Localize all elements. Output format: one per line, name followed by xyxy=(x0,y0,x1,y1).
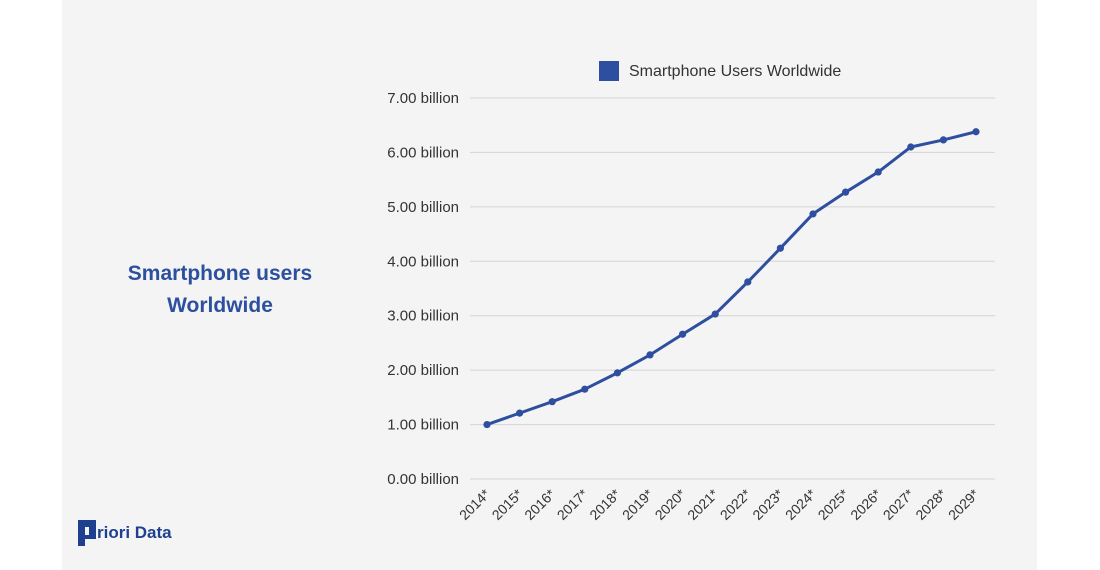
p-letter-logo-icon xyxy=(78,520,96,546)
logo-text: riori Data xyxy=(97,523,172,542)
x-tick-label: 2019* xyxy=(619,485,657,523)
y-tick-label: 5.00 billion xyxy=(387,199,459,216)
y-tick-label: 0.00 billion xyxy=(387,471,459,488)
y-tick-label: 6.00 billion xyxy=(387,144,459,161)
data-point xyxy=(613,369,622,377)
y-axis-tick-labels: 0.00 billion 1.00 billion 2.00 billion 3.00… xyxy=(387,90,459,488)
series-line xyxy=(485,130,978,427)
x-tick-label: 2021* xyxy=(684,485,722,523)
x-tick-label: 2017* xyxy=(554,485,592,523)
data-point xyxy=(581,385,589,393)
y-tick-label: 1.00 billion xyxy=(387,417,459,434)
x-tick-label: 2022* xyxy=(717,485,755,523)
x-tick-label: 2026* xyxy=(847,485,885,523)
x-tick-label: 2028* xyxy=(912,485,950,523)
y-tick-label: 2.00 billion xyxy=(387,362,459,379)
x-tick-label: 2024* xyxy=(782,485,820,523)
gridlines xyxy=(470,97,995,480)
x-tick-label: 2015* xyxy=(489,485,527,523)
data-point xyxy=(483,420,491,429)
x-tick-label: 2020* xyxy=(652,485,690,523)
data-point xyxy=(679,330,687,338)
x-axis-tick-labels: 2014*2015*2016*2017*2018*2019*2020*2021*… xyxy=(456,485,983,523)
series-group xyxy=(483,128,980,429)
data-point xyxy=(809,210,817,218)
x-tick-label: 2016* xyxy=(521,485,559,523)
data-point xyxy=(711,310,719,318)
x-tick-label: 2029* xyxy=(945,485,983,523)
data-point xyxy=(907,143,915,151)
data-point xyxy=(744,278,752,286)
data-point xyxy=(842,188,850,196)
data-point xyxy=(874,168,882,176)
x-tick-label: 2014* xyxy=(456,485,494,523)
side-title-line-2: Worldwide xyxy=(167,294,273,317)
data-point xyxy=(646,351,654,359)
priori-data-logo: riori Data xyxy=(78,519,172,547)
data-point xyxy=(776,244,785,252)
data-point xyxy=(939,136,948,144)
legend-label: Smartphone Users Worldwide xyxy=(629,63,841,80)
x-tick-label: 2025* xyxy=(815,485,853,523)
y-tick-label: 7.00 billion xyxy=(387,90,459,107)
data-point xyxy=(972,128,980,136)
side-title: Smartphone users Worldwide xyxy=(100,258,340,322)
y-tick-label: 4.00 billion xyxy=(387,253,459,270)
legend-swatch xyxy=(599,61,619,81)
y-tick-label: 3.00 billion xyxy=(387,308,459,325)
chart-card xyxy=(62,0,1037,570)
x-tick-label: 2018* xyxy=(586,485,624,523)
x-tick-label: 2027* xyxy=(880,485,918,523)
side-title-line-1: Smartphone users xyxy=(127,262,313,285)
data-point xyxy=(548,398,556,406)
x-tick-label: 2023* xyxy=(749,485,787,523)
data-point xyxy=(516,409,524,417)
legend: Smartphone Users Worldwide xyxy=(599,61,841,81)
